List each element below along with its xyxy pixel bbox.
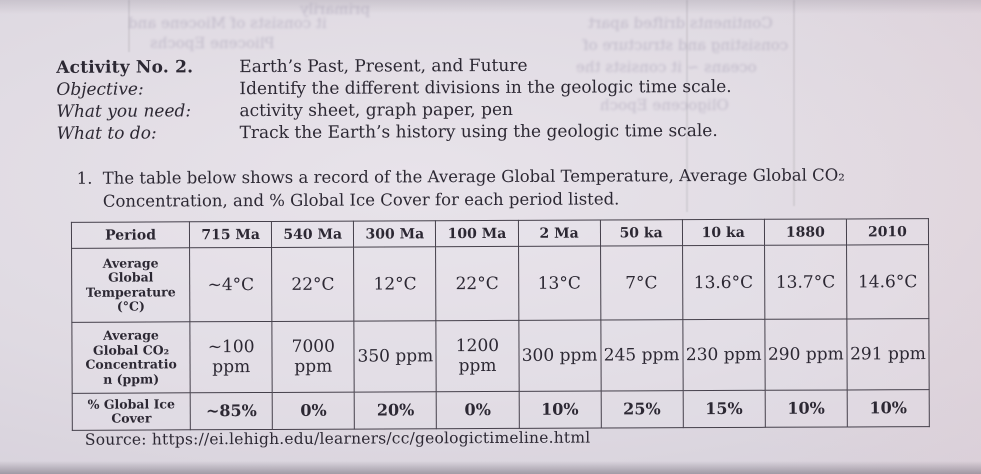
data-cell: 10% [847,389,930,427]
header-row: What to do: Track the Earth’s history us… [56,120,731,145]
geologic-data-table: Period 715 Ma 540 Ma 300 Ma 100 Ma 2 Ma … [70,218,930,431]
row-label: Average Global CO₂ Concentratio n (ppm) [71,321,191,394]
row-label: % Global Ice Cover [72,392,191,431]
column-header: 2 Ma [517,220,601,247]
column-header: 100 Ma [435,220,519,247]
data-cell: 245 ppm [600,319,683,392]
data-cell: 15% [682,390,766,428]
column-header: 715 Ma [189,221,272,248]
bleedthrough-line [686,0,688,212]
data-cell: 1200 ppm [436,320,519,392]
data-cell: 300 ppm [518,320,601,392]
data-cell: 13.6°C [682,245,765,320]
data-cell: 290 ppm [764,318,848,391]
field-label-objective: Objective: [56,79,144,100]
instruction-number: 1. [76,168,93,188]
field-value-what-you-need: activity sheet, graph paper, pen [239,99,514,122]
column-header: 300 Ma [353,220,436,248]
data-cell: 350 ppm [354,320,437,393]
data-cell: ~4°C [189,247,273,322]
table-header-row: Period 715 Ma 540 Ma 300 Ma 100 Ma 2 Ma … [71,218,929,249]
column-header: Period [71,221,190,249]
data-cell: 7000 ppm [272,321,355,393]
instruction-item: 1. The table below shows a record of the… [77,163,875,212]
instruction-text: The table below shows a record of the Av… [102,165,845,211]
data-cell: 10% [518,391,601,429]
bleedthrough-line [793,0,795,206]
table-row-co2: Average Global CO₂ Concentratio n (ppm) … [71,318,930,394]
data-cell: 12°C [353,246,437,322]
data-cell: 0% [436,391,519,429]
activity-title: Earth’s Past, Present, and Future [239,55,528,78]
data-cell: 0% [272,392,355,430]
field-value-what-to-do: Track the Earth’s history using the geol… [239,121,718,144]
column-header: 1880 [764,218,847,246]
data-cell: 14.6°C [846,244,929,319]
field-label-what-to-do: What to do: [56,123,157,144]
column-header: 2010 [846,218,929,245]
activity-number: Activity No. 2. [56,57,194,78]
column-header: 50 ka [600,219,683,247]
data-cell: 22°C [271,247,355,322]
table-row-temperature: Average Global Temperature (°C) ~4°C 22°… [71,244,929,323]
data-cell: 230 ppm [682,319,765,391]
data-cell: 22°C [435,246,519,321]
data-cell: 10% [764,389,848,428]
source-line: Source: https://ei.lehigh.edu/learners/c… [84,428,591,449]
table-row-ice-cover: % Global Ice Cover ~85% 0% 20% 0% 10% 25… [72,389,930,431]
data-cell: 13.7°C [764,244,847,320]
data-cell: ~85% [190,392,273,430]
data-cell: 7°C [600,245,683,321]
column-header: 10 ka [682,219,765,246]
field-label-what-you-need: What you need: [56,101,192,122]
data-cell: 13°C [518,246,601,321]
activity-header: Activity No. 2. Earth’s Past, Present, a… [56,54,732,145]
bleedthrough-line [128,0,130,52]
data-cell: 20% [354,391,437,430]
header-row: What you need: activity sheet, graph pap… [56,98,731,123]
row-label: Average Global Temperature (°C) [71,247,190,323]
column-header: 540 Ma [271,221,354,248]
data-cell: 25% [600,390,684,429]
data-cell: 291 ppm [846,318,930,390]
data-cell: ~100 ppm [189,321,273,393]
header-row: Objective: Identify the different divisi… [56,76,731,101]
field-value-objective: Identify the different divisions in the … [239,76,732,100]
header-row: Activity No. 2. Earth’s Past, Present, a… [56,54,731,79]
